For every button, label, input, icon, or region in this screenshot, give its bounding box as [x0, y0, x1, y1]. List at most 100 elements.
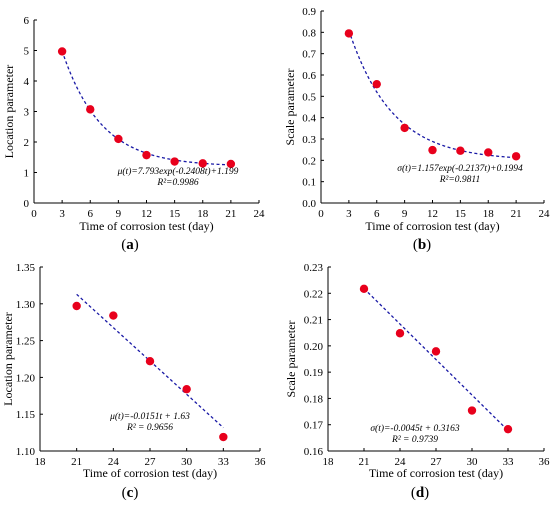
data-point: [145, 357, 155, 366]
x-tick-label: 36: [255, 456, 267, 468]
y-tick-label: 0.21: [304, 315, 323, 327]
y-tick-label: 5: [24, 46, 30, 58]
data-point: [198, 159, 207, 168]
data-point: [484, 148, 493, 157]
data-point: [359, 284, 369, 294]
x-tick-label: 21: [225, 208, 236, 220]
y-tick-label: 6: [24, 15, 30, 27]
data-point: [456, 146, 465, 155]
data-point: [109, 311, 118, 320]
y-axis-label: Location parameter: [1, 312, 15, 406]
x-tick-label: 18: [197, 208, 209, 220]
x-tick-label: 21: [511, 208, 522, 220]
y-tick-label: 1.20: [16, 372, 36, 384]
y-tick-label: 0.6: [302, 70, 316, 82]
x-axis-label: Time of corrosion test (day): [369, 466, 503, 480]
y-tick-label: 0.0: [302, 198, 316, 210]
x-axis-label: Time of corrosion test (day): [83, 466, 217, 480]
data-point: [57, 47, 67, 56]
x-tick-label: 9: [402, 208, 408, 220]
x-tick-label: 12: [141, 208, 152, 220]
x-tick-label: 21: [71, 456, 82, 468]
r-squared: R²=0.9811: [439, 175, 480, 185]
y-tick-label: 0.8: [302, 27, 316, 39]
y-tick-label: 0.22: [304, 288, 323, 300]
fit-equation: μ(t)=7.793exp(-0.2408t)+1.199: [117, 166, 239, 177]
data-point: [142, 150, 151, 160]
x-tick-label: 15: [169, 208, 181, 220]
x-tick-label: 15: [455, 208, 467, 220]
data-point: [431, 347, 441, 356]
panel-c: 18 21 24 27 30 33 36 1.10 1.15 1.20 1.25 1.30 1.35 Ti…: [1, 262, 266, 501]
fit-equation: σ(t)=-0.0045t + 0.3163: [370, 423, 460, 434]
y-tick-label: 4: [24, 76, 30, 88]
fit-curve: [363, 288, 509, 431]
x-axis-label: Time of corrosion test (day): [79, 219, 213, 233]
data-point: [182, 384, 191, 394]
data-point: [114, 134, 123, 144]
x-tick-label: 24: [395, 456, 407, 468]
panel-b: 0 3 6 9 12 15 18 21 24 0.0 0.1 0.2 0.3 0.4 0.5 0.6 0.7 0.…: [283, 6, 550, 253]
data-point: [503, 424, 513, 434]
data-point: [344, 29, 354, 38]
data-point: [72, 301, 81, 311]
y-tick-label: 1.15: [16, 409, 36, 421]
y-tick-label: 1.30: [16, 299, 36, 311]
x-tick-label: 18: [35, 456, 47, 468]
x-tick-label: 33: [503, 456, 515, 468]
y-tick-label: 1.35: [16, 262, 36, 274]
x-tick-label: 6: [374, 208, 380, 220]
y-tick-label: 0.5: [302, 91, 316, 103]
y-tick-label: 0.1: [302, 177, 316, 189]
panel-label: (c): [122, 485, 139, 501]
x-tick-label: 6: [88, 208, 94, 220]
y-tick-label: 0.19: [304, 367, 324, 379]
data-point: [86, 105, 95, 114]
y-tick-label: 0.16: [304, 446, 324, 458]
data-point: [219, 432, 228, 442]
y-tick-label: 0.18: [304, 393, 324, 405]
panel-label: (b): [413, 237, 431, 253]
data-point: [467, 406, 477, 415]
y-tick-label: 1.10: [16, 446, 36, 458]
x-tick-label: 21: [359, 456, 370, 468]
fit-equation: μ(t)=-0.0151t + 1.63: [109, 411, 190, 422]
panel-d: 18 21 24 27 30 33 36 0.16 0.17 0.18 0.19 0.20 0.21 0.…: [284, 262, 550, 501]
y-axis-label: Location parameter: [2, 65, 16, 159]
y-tick-label: 0.20: [304, 341, 324, 353]
y-tick-label: 0.23: [304, 262, 324, 274]
x-axis-label: Time of corrosion test (day): [365, 219, 499, 233]
y-tick-label: 3: [24, 107, 30, 119]
x-tick-label: 30: [467, 456, 479, 468]
x-tick-label: 3: [346, 208, 352, 220]
x-tick-label: 0: [318, 208, 324, 220]
x-tick-label: 36: [539, 456, 550, 468]
x-tick-label: 30: [181, 456, 193, 468]
r-squared: R² = 0.9739: [391, 435, 438, 445]
y-tick-label: 0: [24, 198, 30, 210]
x-tick-label: 33: [218, 456, 230, 468]
data-point: [395, 329, 405, 338]
x-tick-label: 24: [254, 208, 266, 220]
data-point: [511, 152, 521, 161]
r-squared: R²=0.9986: [156, 178, 198, 188]
y-tick-label: 0.3: [302, 134, 316, 146]
y-tick-label: 1.25: [16, 336, 36, 348]
y-tick-label: 0.2: [302, 155, 316, 167]
x-tick-label: 24: [539, 208, 550, 220]
r-squared: R² = 0.9656: [126, 423, 173, 433]
x-tick-label: 18: [323, 456, 335, 468]
x-tick-label: 0: [31, 208, 37, 220]
y-tick-label: 0.17: [304, 420, 324, 432]
x-tick-label: 12: [427, 208, 438, 220]
y-tick-label: 0.4: [302, 113, 316, 125]
x-tick-label: 3: [59, 208, 65, 220]
y-axis-label: Scale parameter: [284, 321, 298, 398]
y-tick-label: 0.7: [302, 49, 316, 61]
data-point: [226, 159, 236, 169]
x-tick-label: 24: [108, 456, 120, 468]
y-axis-label: Scale parameter: [283, 69, 297, 146]
data-point: [372, 79, 381, 89]
